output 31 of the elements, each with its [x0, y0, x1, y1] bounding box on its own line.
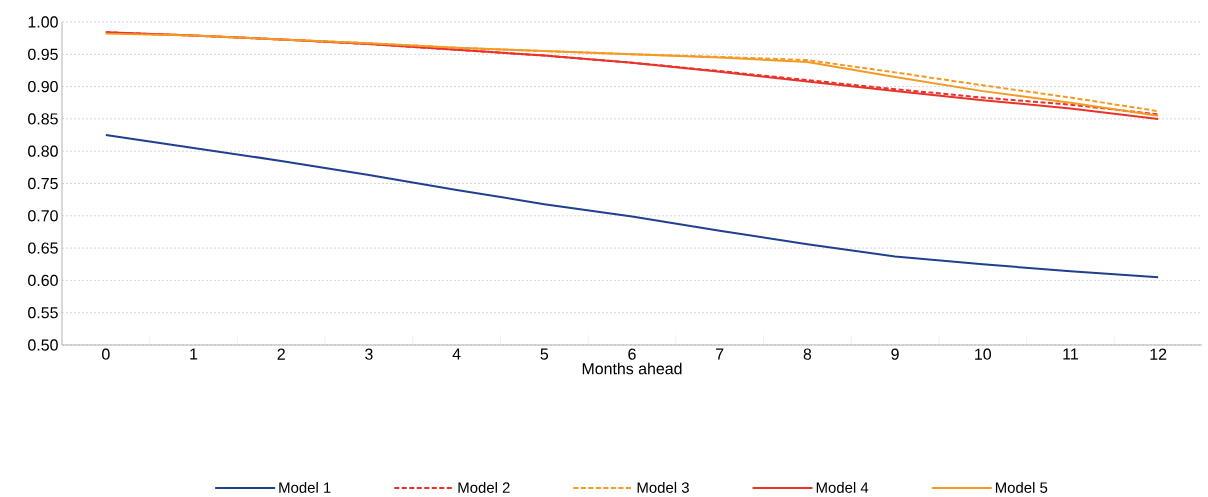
x-tick-label: 4 — [452, 348, 461, 360]
x-tick-label: 6 — [628, 348, 636, 360]
x-tick-label: 9 — [891, 348, 899, 360]
x-tick-label: 8 — [803, 348, 812, 360]
y-tick-label: 0.55 — [28, 307, 58, 319]
legend-label: Model 2 — [458, 481, 510, 493]
legend-label: Model 1 — [279, 481, 331, 493]
legend-label: Model 4 — [816, 481, 869, 493]
x-tick-label: 3 — [365, 348, 373, 360]
y-tick-label: 0.80 — [28, 145, 58, 157]
y-tick-label: 0.75 — [28, 177, 58, 190]
x-tick-label: 7 — [716, 348, 724, 360]
y-tick-label: 0.65 — [28, 242, 58, 254]
x-tick-label: 0 — [102, 348, 110, 360]
y-tick-label: 0.95 — [28, 48, 58, 60]
x-tick-label: 1 — [190, 348, 198, 360]
x-tick-label: 2 — [277, 348, 285, 360]
x-tick-label: 10 — [975, 348, 992, 360]
y-tick-label: 0.50 — [28, 339, 58, 351]
y-tick-label: 0.70 — [28, 210, 58, 222]
x-tick-label: 11 — [1063, 348, 1078, 360]
legend-label: Model 3 — [637, 481, 689, 493]
y-tick-label: 1.00 — [28, 16, 58, 28]
y-tick-label: 0.60 — [28, 274, 58, 287]
legend-label: Model 5 — [995, 481, 1048, 493]
x-axis-title: Months ahead — [582, 362, 682, 375]
x-tick-label: 12 — [1150, 348, 1167, 360]
line-series — [104, 134, 1160, 279]
x-tick-label: 5 — [540, 348, 549, 360]
y-tick-label: 0.85 — [28, 113, 58, 125]
y-tick-label: 0.90 — [28, 80, 58, 93]
